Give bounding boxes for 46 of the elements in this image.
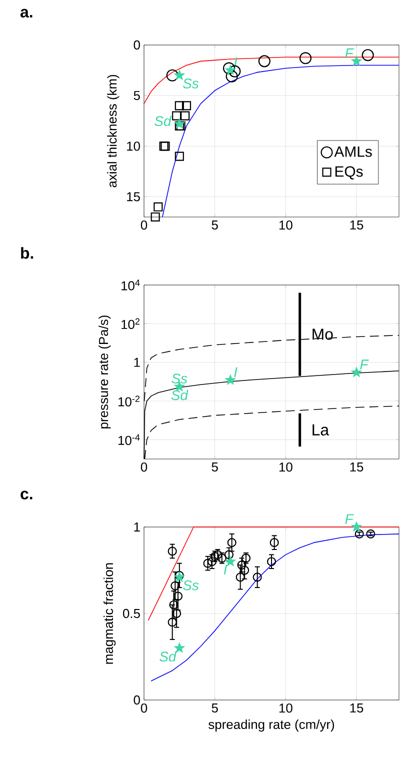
y-tick-label: 1 xyxy=(134,522,140,532)
chart-title: c. xyxy=(20,490,32,500)
y-tick-label: 0.5 xyxy=(122,608,140,618)
x-tick-label: 10 xyxy=(279,462,292,472)
y-tick-label: 10$^{2}$ xyxy=(122,318,140,330)
y-tick-label: 15 xyxy=(127,192,140,202)
y-tick-label: 10 xyxy=(127,142,140,151)
y-tick-label: 10$^{-4}$ xyxy=(118,434,140,446)
x-tick-label: 5 xyxy=(212,704,218,713)
annotation: I xyxy=(224,564,228,574)
chart-title: a. xyxy=(20,8,32,18)
y-tick-label: 10$^{-2}$ xyxy=(118,396,140,406)
x-tick-label: 15 xyxy=(350,704,364,713)
annotation: Ss xyxy=(172,374,188,384)
y-tick-label: 5 xyxy=(134,91,140,100)
chart-title: b. xyxy=(21,247,34,259)
annotation: F xyxy=(345,514,354,524)
y-axis-title: pressure rate (Pa/s) xyxy=(98,316,111,428)
annotation: Sd xyxy=(160,651,177,662)
y-tick-label: 1 xyxy=(134,358,140,367)
x-tick-label: 15 xyxy=(350,220,364,230)
x-axis-title: spreading rate (cm/yr) xyxy=(208,720,334,732)
annotation: F xyxy=(360,360,369,370)
y-tick-label: 0 xyxy=(134,40,140,50)
x-tick-label: 0 xyxy=(140,704,148,713)
annotation: Ss xyxy=(182,580,199,590)
x-tick-label: 5 xyxy=(212,462,218,472)
x-tick-label: 10 xyxy=(279,704,292,713)
series-label: La xyxy=(312,424,330,436)
x-tick-label: 0 xyxy=(140,462,148,472)
y-tick-label: 0 xyxy=(134,695,140,705)
annotation: Sd xyxy=(171,390,188,400)
x-tick-label: 10 xyxy=(279,220,292,230)
x-tick-label: 15 xyxy=(350,462,364,472)
legend-label: EQs xyxy=(335,166,363,180)
y-axis-title: axial thickness (km) xyxy=(107,74,120,188)
legend-label: AMLs xyxy=(334,146,372,157)
x-tick-label: 5 xyxy=(212,220,218,230)
annotation: Sd xyxy=(154,116,172,126)
annotation: I xyxy=(234,367,238,377)
y-tick-label: 10$^{4}$ xyxy=(122,280,140,290)
x-tick-label: 0 xyxy=(140,220,148,230)
annotation: Ss xyxy=(182,78,199,88)
y-axis-title: magmatic fraction xyxy=(104,563,116,664)
series-label: Mo xyxy=(312,328,333,340)
annotation: F xyxy=(345,48,354,58)
